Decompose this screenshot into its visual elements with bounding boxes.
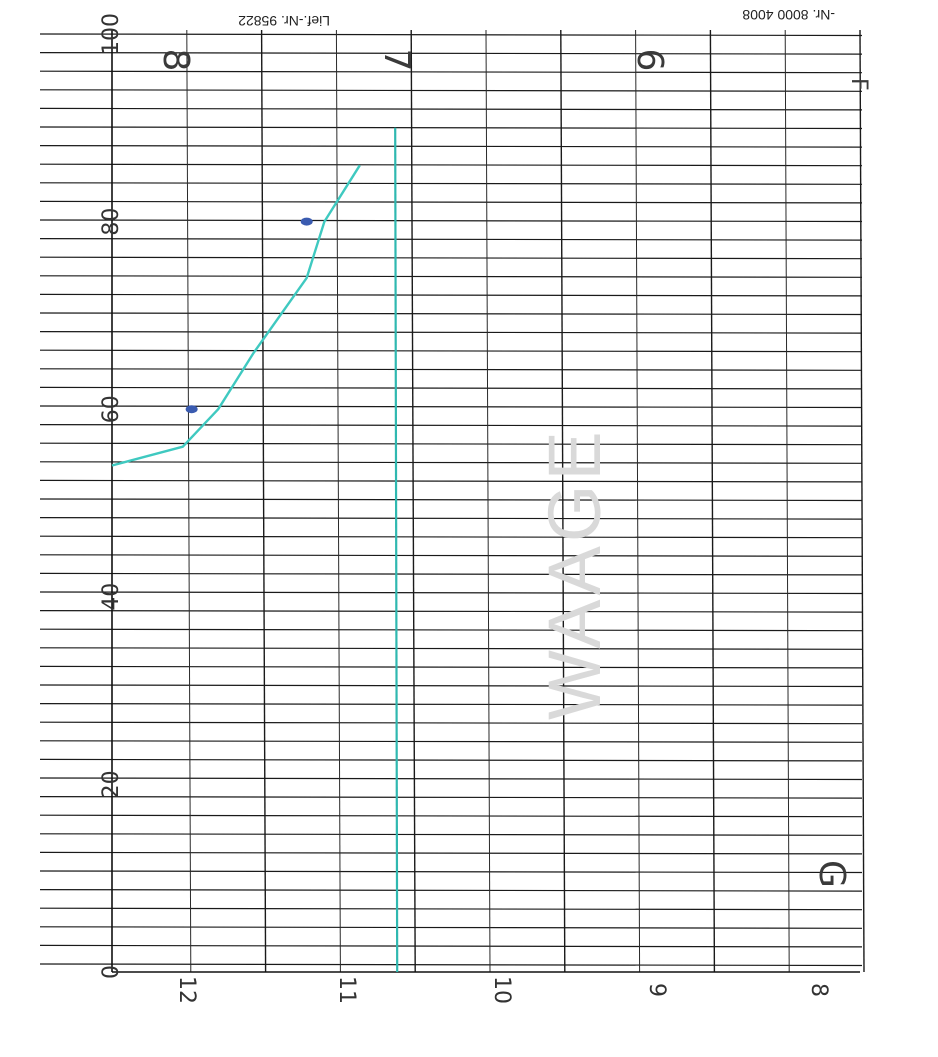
grid-hline xyxy=(39,442,863,446)
y-tick-label: 0 xyxy=(99,965,124,979)
grid-hline xyxy=(39,963,863,967)
grid-hline xyxy=(39,163,863,167)
nr-label: -Nr. 8000 4008 xyxy=(742,7,835,23)
grid-hline xyxy=(39,405,863,409)
grid-hline xyxy=(39,777,863,781)
grid-vline xyxy=(560,29,566,973)
grid-vline xyxy=(485,29,491,973)
vertical-grid xyxy=(186,29,865,973)
x-top-handwritten-label: 7 xyxy=(376,49,417,72)
grid-hline xyxy=(39,126,863,130)
y-tick-label: 80 xyxy=(99,208,124,236)
corner-mark-f: F xyxy=(846,78,871,91)
grid-hline xyxy=(39,331,863,334)
grid-hline xyxy=(39,535,863,539)
grid-hline xyxy=(39,851,863,855)
x-bottom-tick-label: 11 xyxy=(334,976,359,1004)
grid-vline xyxy=(859,29,865,973)
data-point-marker xyxy=(300,217,313,226)
grid-hline xyxy=(39,89,863,92)
y-axis-ticks: 0 20 40 60 80 100 xyxy=(99,13,124,979)
grid-hline xyxy=(39,238,863,241)
grid-hline xyxy=(39,145,863,148)
series-layer xyxy=(111,127,399,973)
x-axis-top-handwritten-ticks: 8 7 6 xyxy=(155,49,670,72)
grid-hline xyxy=(39,107,863,111)
grid-hline xyxy=(39,293,863,297)
grid-hline xyxy=(39,684,863,688)
grid-vline xyxy=(784,29,790,973)
x-bottom-tick-label: 10 xyxy=(489,976,514,1004)
grid-hline xyxy=(39,554,863,557)
grid-vline xyxy=(410,29,416,973)
grid-hline xyxy=(39,70,863,74)
data-point-marker xyxy=(185,405,198,414)
x-bottom-tick-label: 8 xyxy=(806,983,831,997)
grid-hline xyxy=(39,200,863,204)
grid-hline xyxy=(39,349,863,353)
grid-hline xyxy=(39,256,863,260)
grid-hline xyxy=(39,368,863,371)
x-axis-bottom-ticks: 12 11 10 9 8 xyxy=(174,976,831,1004)
y-tick-label: 40 xyxy=(99,583,124,611)
x-bottom-tick-label: 12 xyxy=(174,976,199,1004)
y-tick-label: 100 xyxy=(99,13,124,55)
grid-hline xyxy=(39,461,863,464)
grid-hline xyxy=(39,907,863,911)
grid-hline xyxy=(39,721,863,725)
grid-hline xyxy=(39,572,863,576)
grid-hline xyxy=(39,591,863,595)
x-top-handwritten-label: 6 xyxy=(629,49,670,72)
grid-vline xyxy=(635,29,641,973)
lief-nr-label: Lief.-Nr. 95822 xyxy=(238,13,330,29)
vertical-marker-line xyxy=(394,127,399,973)
y-tick-label: 20 xyxy=(99,770,124,798)
grid-hline xyxy=(39,275,863,278)
corner-letter-g: G xyxy=(811,860,852,888)
grid-hline xyxy=(39,33,863,37)
horizontal-grid xyxy=(39,33,863,967)
grid-hline xyxy=(39,516,863,520)
grid-hline xyxy=(39,888,863,892)
grid-hline xyxy=(39,944,863,948)
grid-hline xyxy=(39,833,863,836)
grid-vline xyxy=(186,29,192,973)
grid-vline xyxy=(709,29,716,973)
grid-hline xyxy=(39,609,863,613)
grid-hline xyxy=(39,814,863,818)
grid-hline xyxy=(39,51,863,55)
grid-hline xyxy=(39,424,863,427)
grid-hline xyxy=(39,219,863,223)
grid-hline xyxy=(39,479,863,483)
grid-vline xyxy=(260,29,267,973)
grid-hline xyxy=(39,386,863,390)
grid-vline xyxy=(335,29,341,973)
x-top-handwritten-label: 8 xyxy=(155,49,196,72)
watermark-text: WAAGE xyxy=(533,427,616,720)
x-bottom-tick-label: 9 xyxy=(644,983,669,997)
grid-hline xyxy=(39,702,863,706)
grid-hline xyxy=(39,647,863,650)
grid-hline xyxy=(39,498,863,502)
grid-hline xyxy=(39,758,863,762)
grid-hline xyxy=(39,665,863,669)
grid-hline xyxy=(39,795,863,799)
grid-hline xyxy=(39,312,863,316)
grid-hline xyxy=(39,926,863,929)
y-tick-label: 60 xyxy=(99,395,124,423)
grid-hline xyxy=(39,870,863,874)
grid-hline xyxy=(39,182,863,185)
grid-hline xyxy=(39,740,863,743)
grid-hline xyxy=(39,628,863,632)
series-line xyxy=(111,164,361,467)
